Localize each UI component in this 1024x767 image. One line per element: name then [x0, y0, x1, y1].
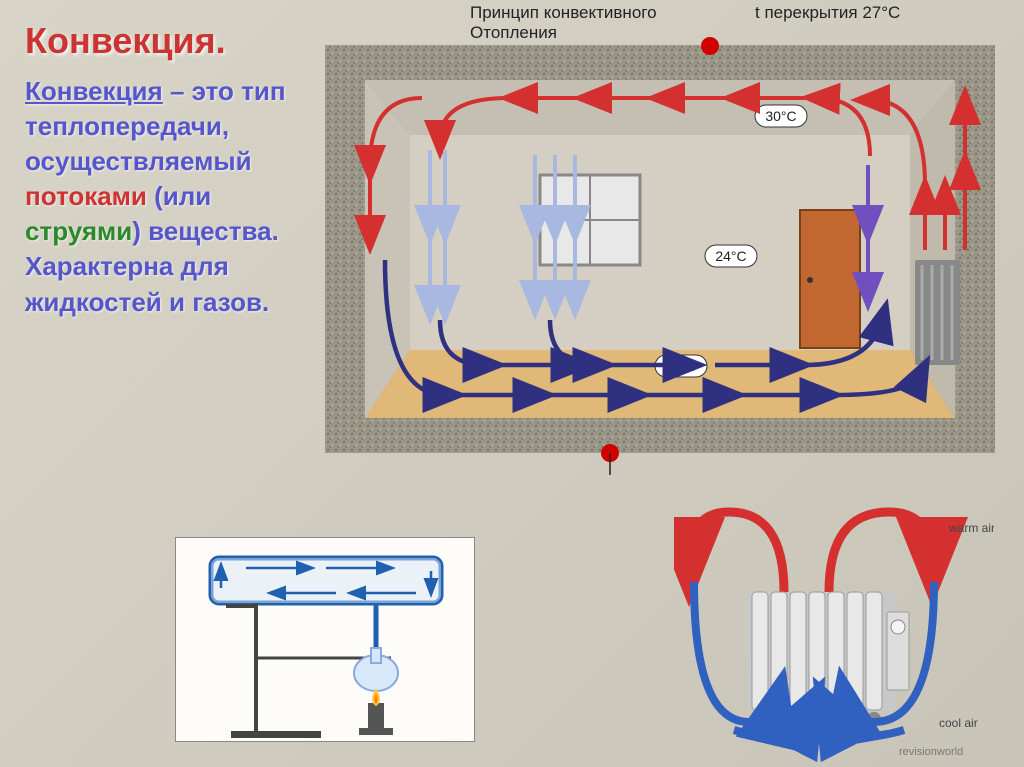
svg-text:30°C: 30°C: [765, 108, 796, 124]
term: Конвекция: [25, 76, 163, 106]
burner-experiment-diagram: [175, 537, 475, 742]
definition-text: Конвекция – это тип теплопередачи, осуще…: [25, 74, 300, 320]
slide-title: Конвекция.: [25, 20, 300, 62]
room-radiator: [915, 260, 960, 365]
keyword-streams: потоками: [25, 181, 147, 211]
keyword-jets: струями: [25, 216, 132, 246]
room-convection-diagram: Принцип конвективного Отопления t перекр…: [310, 0, 1010, 485]
caption-right: t перекрытия 27°C: [755, 3, 900, 22]
warm-air-arrows: [689, 512, 932, 592]
svg-text:24°C: 24°C: [715, 248, 746, 264]
svg-text:Отопления: Отопления: [470, 23, 557, 42]
warm-air-label: warm air: [948, 521, 994, 535]
cool-air-label: cool air: [939, 716, 978, 730]
caption-left: Принцип конвективного: [470, 3, 657, 22]
temp-dot-top: [701, 37, 719, 55]
radiator-airflow-diagram: warm air cool air: [674, 497, 994, 762]
radiator-body: [746, 592, 909, 726]
temp-label-30: 30°C: [755, 105, 807, 127]
watermark: revisionworld: [899, 746, 963, 758]
temp-label-24: 24°C: [705, 245, 757, 267]
